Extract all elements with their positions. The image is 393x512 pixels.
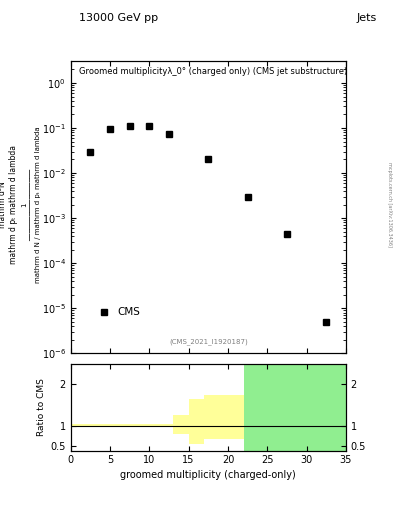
Text: CMS: CMS <box>118 307 140 317</box>
X-axis label: groomed multiplicity (charged-only): groomed multiplicity (charged-only) <box>120 470 296 480</box>
Text: mathrm d²N
mathrm d pₜ mathrm d lambda: mathrm d²N mathrm d pₜ mathrm d lambda <box>0 145 18 264</box>
Y-axis label: Ratio to CMS: Ratio to CMS <box>37 378 46 436</box>
Bar <box>71 424 244 427</box>
Text: Jets: Jets <box>357 13 377 23</box>
Text: Groomed multiplicityλ_0° (charged only) (CMS jet substructure): Groomed multiplicityλ_0° (charged only) … <box>79 67 347 76</box>
Text: 13000 GeV pp: 13000 GeV pp <box>79 13 158 23</box>
Text: (CMS_2021_I1920187): (CMS_2021_I1920187) <box>169 338 248 345</box>
Bar <box>204 395 244 439</box>
Bar <box>71 424 173 428</box>
Text: mcplots.cern.ch [arXiv:1306.3436]: mcplots.cern.ch [arXiv:1306.3436] <box>387 162 392 247</box>
Bar <box>189 399 204 444</box>
Bar <box>244 364 346 451</box>
Text: 1
─────────────────
mathrm d N / mathrm d pₜ mathrm d lambda: 1 ───────────────── mathrm d N / mathrm … <box>22 126 41 283</box>
Bar <box>173 415 189 434</box>
